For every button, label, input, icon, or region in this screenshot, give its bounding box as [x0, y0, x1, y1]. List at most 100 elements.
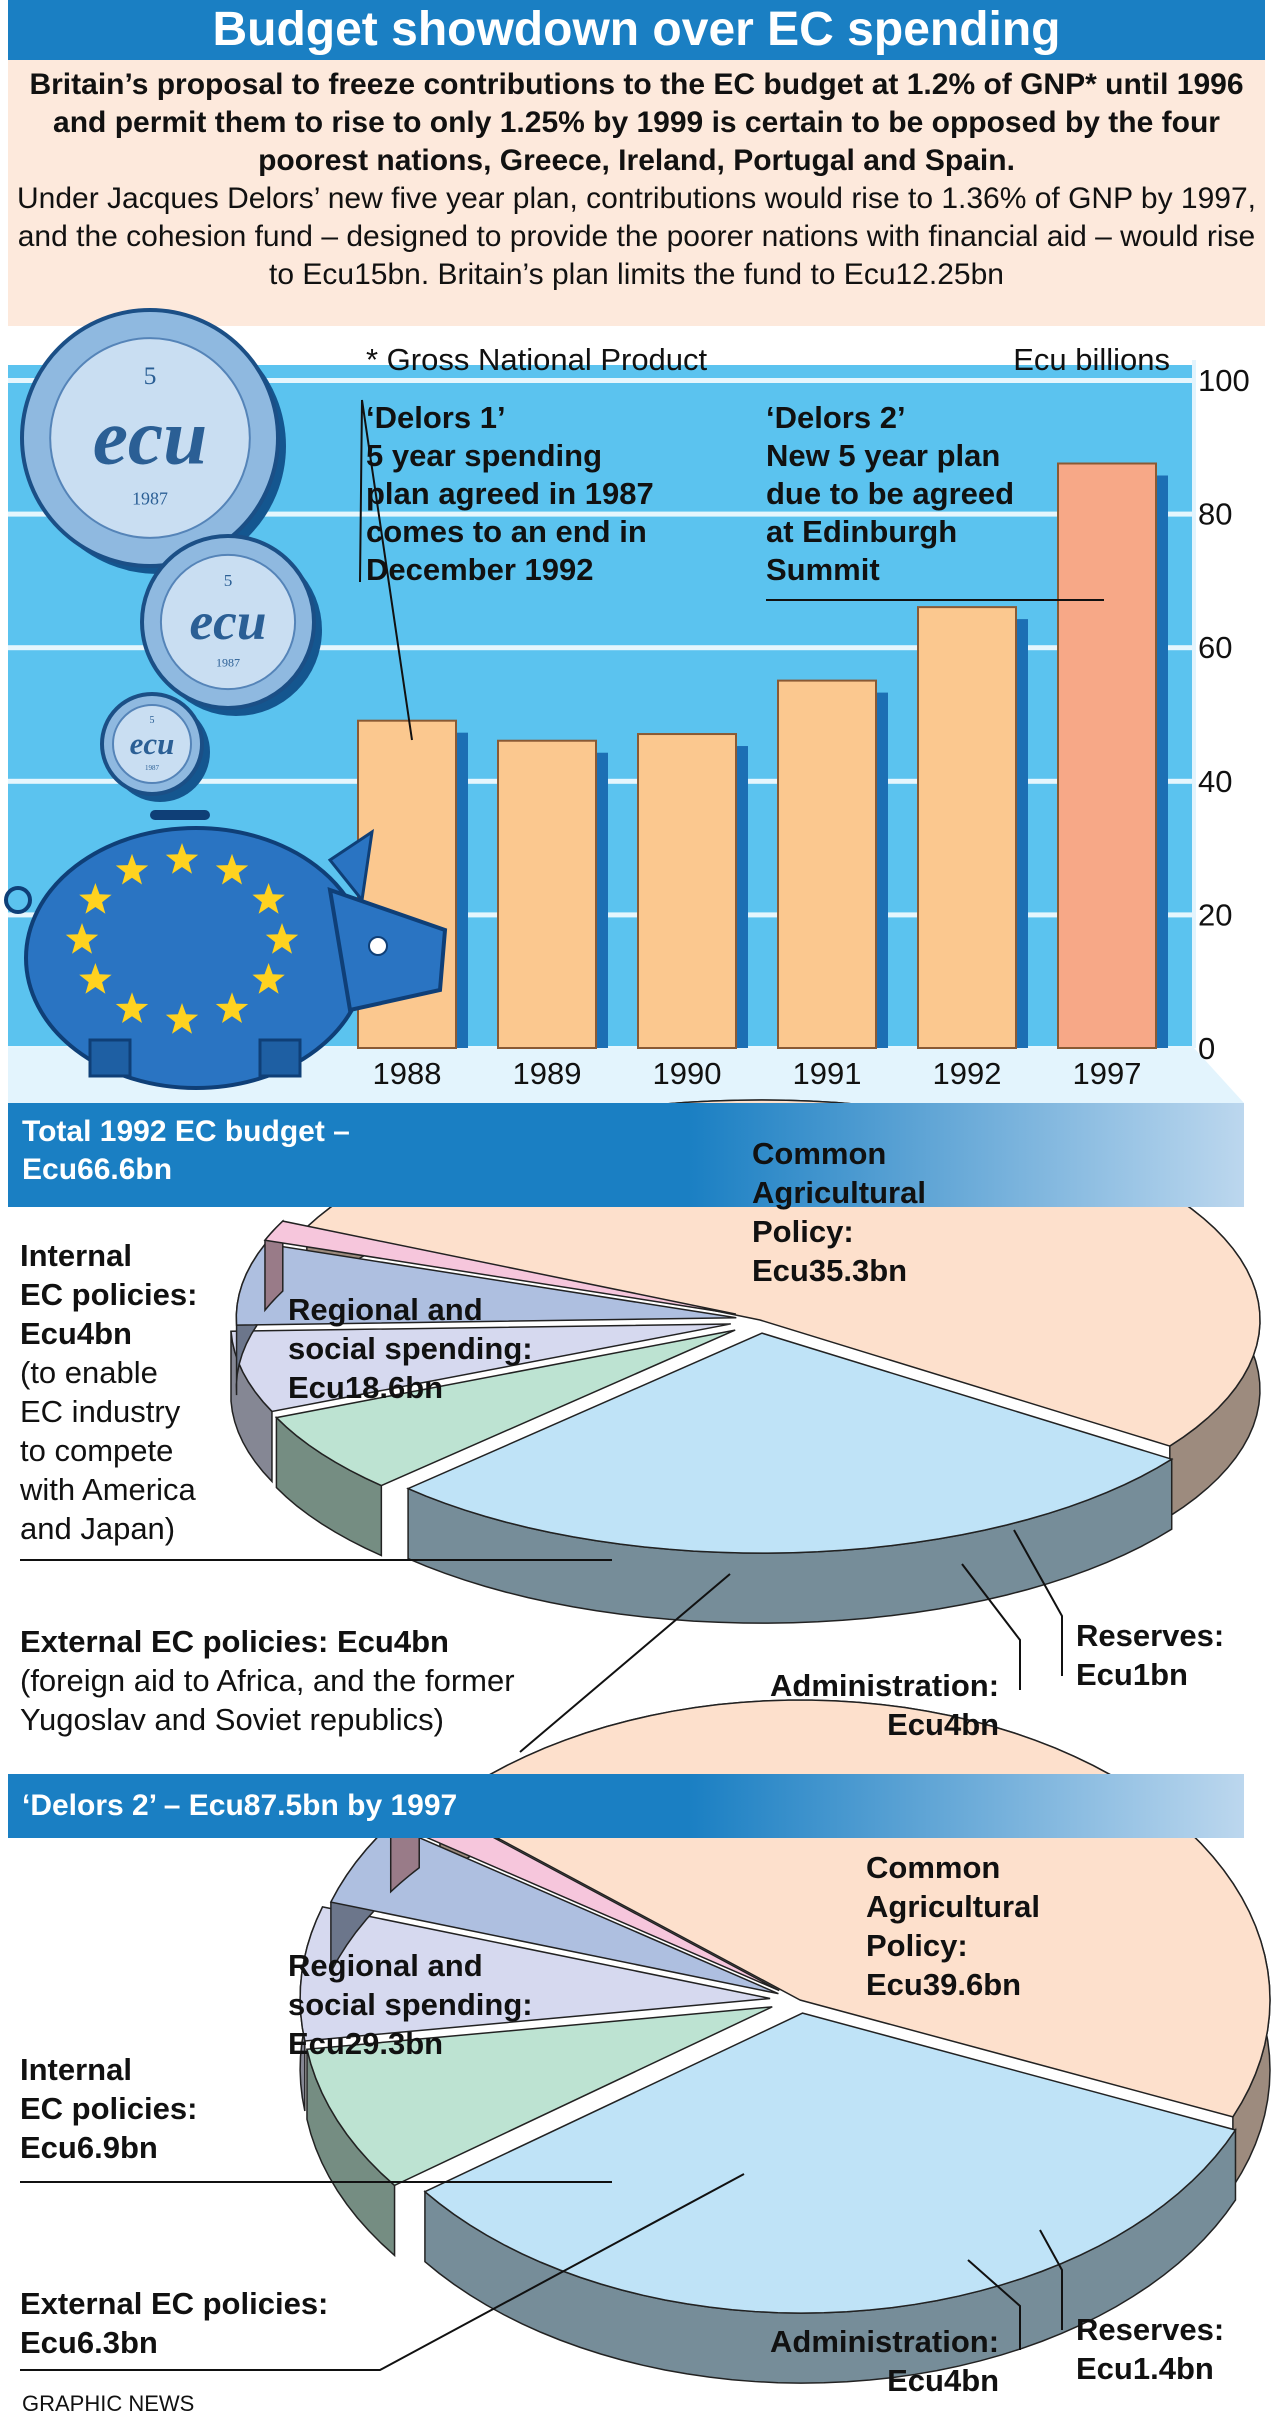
eu-star-7: [65, 923, 99, 954]
coin-large: ecu 5 1987: [20, 308, 286, 574]
coin-large-value: 5: [144, 361, 157, 390]
bar-1990: [637, 733, 737, 1049]
pie2-label-admin: Administration: Ecu4bn: [770, 2322, 999, 2400]
annotation-delors2-label: ‘Delors 2’: [766, 400, 906, 435]
eu-star-1: [265, 923, 299, 954]
section-1992-title-line-2: Ecu66.6bn: [22, 1153, 173, 1186]
pie1-label-external-line-1: External EC policies: Ecu4bn: [20, 1624, 449, 1659]
y-tick-0: 0: [1198, 1031, 1215, 1066]
annotation-delors1-line-2: plan agreed in 1987: [366, 476, 654, 511]
pie1-leader-admin: [961, 1563, 1021, 1690]
pie1-label-regional-line-3: Ecu18.6bn: [288, 1370, 444, 1405]
coin-medium-text: ecu: [190, 591, 267, 651]
eu-star-8: [79, 883, 112, 914]
annotation-delors1-line-4: December 1992: [366, 552, 594, 587]
intro-text: Britain’s proposal to freeze contributio…: [8, 60, 1265, 326]
coin-large-text: ecu: [93, 394, 208, 482]
pie2-label-regional: Regional and social spending: Ecu29.3bn: [288, 1946, 533, 2063]
bar-1989: [497, 739, 597, 1049]
coin-medium-face: [159, 553, 297, 691]
x-tick-1990: 1990: [653, 1056, 722, 1091]
pie1-note-external-line-2: Yugoslav and Soviet republics): [20, 1702, 444, 1737]
pie1-label-internal-line-1: Internal: [20, 1238, 132, 1273]
pie2-leader-reserves: [1039, 2229, 1063, 2330]
eu-star-3: [215, 992, 249, 1023]
coin-small-text: ecu: [130, 726, 175, 761]
eu-star-4: [165, 1003, 199, 1034]
piggy-bank-ear: [327, 828, 374, 904]
x-tick-1991: 1991: [793, 1056, 862, 1091]
pie2-leader-external: [20, 2173, 745, 2371]
eu-star-5: [115, 992, 149, 1023]
coin-small-year: 1987: [145, 764, 160, 772]
bar-1992: [917, 606, 1017, 1049]
x-tick-1988: 1988: [373, 1056, 442, 1091]
piggy-bank-body: [24, 826, 368, 1090]
pie-1-slice-2: [274, 1329, 736, 1487]
eu-star-6: [79, 963, 112, 994]
x-tick-1992: 1992: [933, 1056, 1002, 1091]
pie1-label-reserves-line-1: Reserves:: [1076, 1618, 1225, 1653]
piggy-bank-eye: [368, 936, 388, 956]
eu-star-9: [115, 853, 149, 885]
pie1-note-internal-line-1: (to enable: [20, 1355, 158, 1390]
intro-body: Under Jacques Delors’ new five year plan…: [17, 182, 1256, 291]
eu-star-11: [215, 853, 249, 885]
pie2-label-regional-line-2: social spending:: [288, 1987, 533, 2022]
eu-star-2: [252, 963, 285, 994]
y-tick-60: 60: [1198, 630, 1232, 665]
section-delors2-header: ‘Delors 2’ – Ecu87.5bn by 1997: [8, 1774, 1244, 1838]
pie-1-slice-1: [406, 1332, 1174, 1554]
pie1-label-cap-line-3: Policy:: [752, 1214, 854, 1249]
bar-1991: [777, 679, 877, 1049]
pie2-label-cap: Common Agricultural Policy: Ecu39.6bn: [866, 1848, 1040, 2004]
pie2-label-external-line-2: Ecu6.3bn: [20, 2325, 158, 2360]
pie1-label-regional-line-2: social spending:: [288, 1331, 533, 1366]
pie2-label-reserves: Reserves: Ecu1.4bn: [1076, 2310, 1224, 2388]
y-tick-80: 80: [1198, 497, 1232, 532]
y-tick-40: 40: [1198, 764, 1232, 799]
coin-medium-year: 1987: [216, 656, 240, 670]
annotation-delors1-line-3: comes to an end in: [366, 514, 647, 549]
coin-small-face: [112, 704, 192, 784]
annotation-delors1-label: ‘Delors 1’: [366, 400, 506, 435]
piggy-bank-slot: [150, 810, 210, 820]
coin-medium-value: 5: [224, 571, 233, 590]
gridline-60: [8, 645, 1194, 651]
pie1-label-admin-line-1: Administration:: [770, 1668, 1000, 1703]
gridline-80: [8, 511, 1194, 517]
pie1-label-admin-line-2: Ecu4bn: [887, 1707, 1000, 1742]
piggy-bank-leg-1: [88, 1038, 132, 1078]
pie1-label-reserves-line-2: Ecu1bn: [1076, 1657, 1188, 1692]
annotation-delors1-line-1: 5 year spending: [366, 438, 602, 473]
coin-small-value: 5: [150, 715, 155, 726]
pie-2-slice-3: [299, 1906, 771, 2042]
pie1-label-regional: Regional and social spending: Ecu18.6bn: [288, 1290, 533, 1407]
pie1-note-internal: (to enable EC industry to compete with Amer…: [20, 1353, 196, 1548]
pie1-label-cap-line-2: Agricultural: [752, 1175, 926, 1210]
pie2-label-regional-line-1: Regional and: [288, 1948, 483, 1983]
pie2-label-external-line-1: External EC policies:: [20, 2286, 329, 2321]
pie2-label-internal: Internal EC policies: Ecu6.9bn: [20, 2050, 197, 2167]
x-tick-1989: 1989: [513, 1056, 582, 1091]
eu-star-10: [165, 843, 199, 874]
annotation-delors2-line-1: New 5 year plan: [766, 438, 1000, 473]
gridline-100: [8, 378, 1194, 383]
pie1-note-internal-line-5: and Japan): [20, 1511, 176, 1546]
pie2-label-internal-line-3: Ecu6.9bn: [20, 2130, 158, 2165]
piggy-bank-leg-2: [258, 1038, 302, 1078]
pie2-label-regional-line-3: Ecu29.3bn: [288, 2026, 444, 2061]
credit-graphic-news: GRAPHIC NEWS: [22, 2391, 195, 2416]
section-1992-budget-header: Total 1992 EC budget – Ecu66.6bn: [8, 1103, 1244, 1207]
pie1-label-reserves: Reserves: Ecu1bn: [1076, 1616, 1224, 1694]
y-axis-unit-label: Ecu billions: [1013, 342, 1170, 377]
annotation-delors1-leader: [359, 399, 413, 741]
coin-large-face: [49, 337, 251, 539]
pie-1-slice-3: [230, 1323, 731, 1413]
pie1-label-cap-line-4: Ecu35.3bn: [752, 1253, 908, 1288]
pie2-label-cap-line-3: Policy:: [866, 1928, 968, 1963]
pie1-leader-reserves: [1013, 1529, 1063, 1676]
pie1-note-external-line-1: (foreign aid to Africa, and the former: [20, 1663, 515, 1698]
